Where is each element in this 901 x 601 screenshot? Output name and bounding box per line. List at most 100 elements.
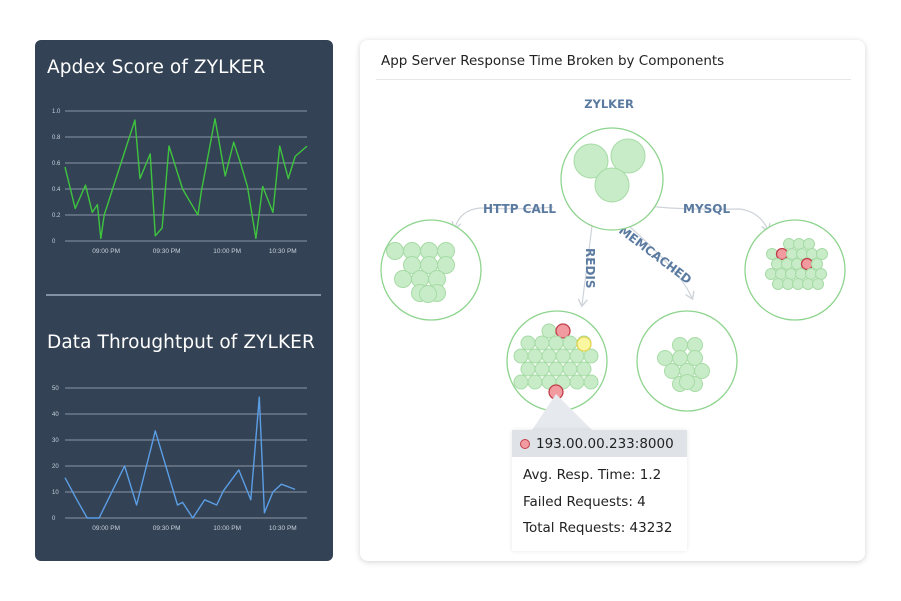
instance-bubble[interactable] (573, 143, 609, 179)
instance-bubble[interactable] (806, 248, 818, 260)
apdex-x-tick: 10:30 PM (269, 248, 297, 255)
instance-bubble[interactable] (791, 258, 803, 270)
apdex-x-tick: 09:00 PM (92, 248, 120, 255)
apdex-x-tick: 10:00 PM (213, 248, 241, 255)
apdex-series-line (64, 118, 308, 240)
instance-bubble[interactable] (527, 348, 543, 364)
throughput-y-tick: 40 (52, 412, 59, 418)
instance-bubble[interactable] (679, 374, 695, 390)
instance-bubble[interactable] (527, 374, 543, 390)
instance-bubble[interactable] (782, 278, 794, 290)
apdex-chart: 0 0.2 0.4 0.6 0.8 1.0 09:00 PM 09:30 PM 10:00 PM… (52, 109, 308, 255)
throughput-series-line (64, 396, 296, 519)
error-instance-bubble[interactable] (775, 247, 789, 261)
instance-bubble[interactable] (781, 258, 793, 270)
instance-bubble[interactable] (386, 242, 404, 260)
node-mysql[interactable] (744, 219, 846, 321)
apdex-y-tick: 0.8 (52, 135, 61, 141)
instance-bubble[interactable] (541, 348, 557, 364)
tooltip-failed: Failed Requests: 4 (523, 493, 646, 510)
instance-bubble[interactable] (520, 335, 536, 351)
instance-bubble[interactable] (786, 248, 798, 260)
apdex-chart-title: Apdex Score of ZYLKER (47, 57, 266, 78)
instance-bubble[interactable] (802, 278, 814, 290)
instance-bubble[interactable] (513, 348, 529, 364)
instance-bubble[interactable] (548, 361, 564, 377)
instance-bubble[interactable] (772, 278, 784, 290)
error-dot-icon (520, 438, 530, 449)
instance-bubble[interactable] (534, 361, 550, 377)
instance-bubble[interactable] (562, 335, 578, 351)
instance-bubble[interactable] (815, 268, 827, 280)
tooltip-total: Total Requests: 43232 (523, 520, 673, 536)
instance-bubble[interactable] (687, 350, 703, 366)
instance-bubble[interactable] (803, 238, 815, 250)
instance-bubble[interactable] (805, 268, 817, 280)
component-graph-title: App Server Response Time Broken by Compo… (381, 53, 725, 69)
instance-bubble[interactable] (562, 361, 578, 377)
warning-instance-bubble[interactable] (576, 336, 592, 352)
instance-bubble[interactable] (534, 335, 550, 351)
instance-bubble[interactable] (569, 374, 585, 390)
component-graph: ZYLKER HTTP CALL MYSQL REDIS MEMCACHED (380, 97, 846, 430)
instance-bubble[interactable] (555, 348, 571, 364)
instance-bubble[interactable] (765, 268, 777, 280)
edge-mysql (647, 205, 768, 230)
instance-bubble[interactable] (771, 258, 783, 270)
edge-label-memcached: MEMCACHED (616, 223, 694, 287)
node-memcached[interactable] (636, 310, 738, 412)
instance-bubble[interactable] (664, 363, 680, 379)
tooltip-pointer (532, 394, 592, 430)
instance-bubble[interactable] (811, 258, 823, 270)
title-separator (376, 79, 851, 80)
instance-bubble[interactable] (513, 374, 529, 390)
instance-bubble[interactable] (793, 238, 805, 250)
throughput-chart: 0 10 20 30 40 50 09:00 PM 09:30 PM 10:00 PM 10:30… (52, 386, 307, 532)
instance-bubble[interactable] (594, 167, 630, 203)
instance-bubble[interactable] (394, 270, 412, 288)
apdex-x-tick: 09:30 PM (153, 248, 181, 255)
error-instance-bubble[interactable] (800, 257, 814, 271)
error-instance-bubble[interactable] (555, 323, 571, 339)
throughput-x-tick: 09:00 PM (92, 525, 120, 532)
throughput-y-tick: 20 (52, 464, 59, 470)
instance-bubble[interactable] (437, 256, 455, 274)
apdex-y-tick: 0.4 (52, 187, 61, 193)
instance-bubble[interactable] (583, 348, 599, 364)
instance-bubble[interactable] (694, 363, 710, 379)
instance-bubble[interactable] (548, 335, 564, 351)
instance-bubble[interactable] (419, 285, 437, 303)
instance-bubble[interactable] (816, 248, 828, 260)
node-http-call[interactable] (380, 219, 482, 321)
instance-bubble[interactable] (812, 278, 824, 290)
instance-bubble[interactable] (796, 248, 808, 260)
edge-memcached (621, 219, 692, 298)
instance-bubble[interactable] (583, 374, 599, 390)
instance-tooltip: 193.00.00.233:8000 Avg. Resp. Time: 1.2 … (512, 430, 687, 551)
node-zylker[interactable] (560, 127, 664, 231)
instance-bubble[interactable] (610, 138, 646, 174)
throughput-x-tick: 10:30 PM (269, 525, 297, 532)
instance-bubble[interactable] (576, 361, 592, 377)
instance-bubble[interactable] (785, 268, 797, 280)
apdex-y-tick: 0.6 (52, 161, 61, 167)
instance-bubble[interactable] (520, 361, 536, 377)
instance-bubble[interactable] (775, 268, 787, 280)
edge-label-http-call: HTTP CALL (483, 202, 556, 216)
throughput-y-tick: 10 (52, 490, 59, 496)
apdex-y-tick: 1.0 (52, 109, 61, 115)
metrics-panel: Apdex Score of ZYLKER 0 0.2 0.4 0.6 0.8 1.0 09… (35, 40, 333, 561)
instance-bubble[interactable] (766, 248, 778, 260)
throughput-y-tick: 50 (52, 386, 59, 392)
tooltip-avg-resp: Avg. Resp. Time: 1.2 (523, 467, 662, 483)
instance-bubble[interactable] (783, 238, 795, 250)
throughput-x-tick: 10:00 PM (213, 525, 241, 532)
root-node-label: ZYLKER (584, 97, 634, 111)
instance-bubble[interactable] (795, 268, 807, 280)
instance-bubble[interactable] (792, 278, 804, 290)
throughput-x-tick: 09:30 PM (153, 525, 181, 532)
tooltip-host: 193.00.00.233:8000 (536, 435, 674, 452)
edge-redis (582, 225, 593, 305)
throughput-y-tick: 0 (52, 516, 56, 522)
node-redis[interactable] (506, 310, 608, 412)
